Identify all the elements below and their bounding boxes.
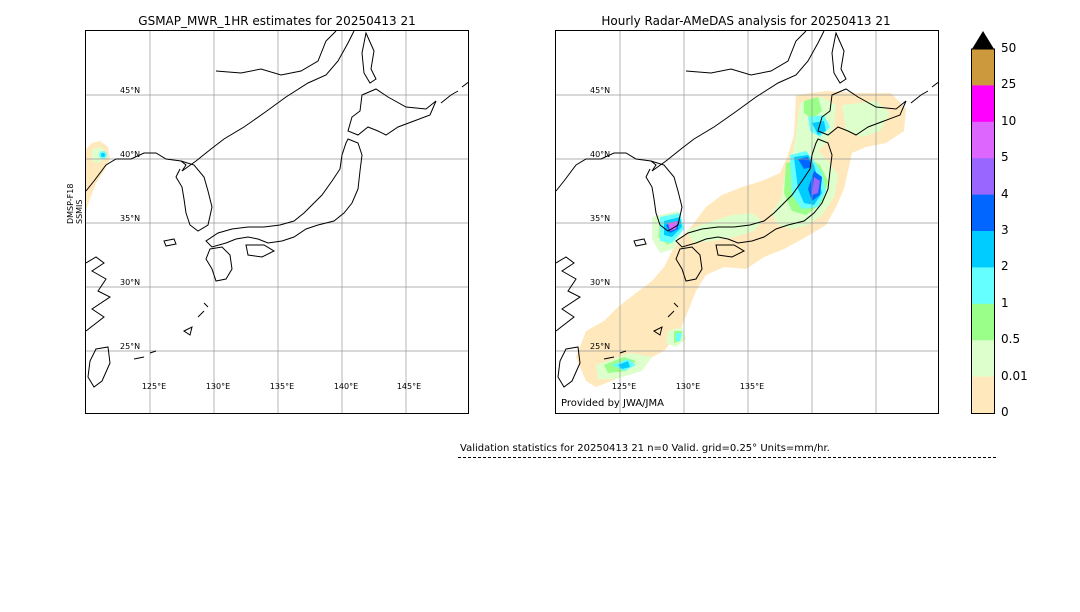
colorbar-tick-label: 0 xyxy=(1001,405,1009,419)
satellite-label: DMSP-F18 SSMIS xyxy=(66,184,84,224)
colorbar-segment xyxy=(971,121,995,159)
left-lon-label-125: 125°E xyxy=(141,382,167,391)
right-lat-label-25: 25°N xyxy=(590,342,611,351)
colorbar-segment xyxy=(971,85,995,123)
colorbar-tick-label: 10 xyxy=(1001,113,1017,128)
colorbar-segment xyxy=(971,303,995,341)
colorbar-outline xyxy=(971,48,995,414)
left-lat-label-40: 40°N xyxy=(120,150,141,159)
colorbar-extend-arrow xyxy=(972,31,994,49)
satellite-name: DMSP-F18 xyxy=(66,183,75,224)
left-coastlines xyxy=(86,31,468,388)
colorbar-tick-label: 1 xyxy=(1001,295,1009,310)
left-lat-label-25: 25°N xyxy=(120,342,141,351)
left-panel-title: GSMAP_MWR_1HR estimates for 20250413 21 xyxy=(138,14,416,28)
colorbar-tick-label: 25 xyxy=(1001,77,1017,92)
colorbar-segment xyxy=(971,49,995,86)
right-lon-label-135: 135°E xyxy=(739,382,765,391)
colorbar xyxy=(971,31,995,414)
right-coastlines xyxy=(556,31,938,388)
right-map-panel: 45°N 40°N 35°N 30°N 25°N 125°E 130°E 135… xyxy=(555,30,939,414)
left-lon-label-145: 145°E xyxy=(396,382,422,391)
right-precip-field xyxy=(576,91,906,387)
colorbar-segment xyxy=(971,376,995,414)
colorbar-tick-label: 3 xyxy=(1001,223,1009,237)
right-panel-title: Hourly Radar-AMeDAS analysis for 2025041… xyxy=(601,14,891,28)
colorbar-segment xyxy=(971,231,995,268)
colorbar-segment xyxy=(971,340,995,377)
validation-stats: Validation statistics for 20250413 21 n=… xyxy=(460,443,830,454)
colorbar-tick-label: 0.5 xyxy=(1001,332,1021,347)
left-lon-label-130: 130°E xyxy=(205,382,231,391)
colorbar-tick-label: 5 xyxy=(1001,150,1009,165)
data-credit: Provided by JWA/JMA xyxy=(561,398,664,409)
left-lat-label-45: 45°N xyxy=(120,86,141,95)
right-lon-label-125: 125°E xyxy=(611,382,637,391)
right-lat-label-45: 45°N xyxy=(590,86,611,95)
left-lon-label-140: 140°E xyxy=(333,382,359,391)
right-lat-label-35: 35°N xyxy=(590,214,611,223)
colorbar-tick-label: 4 xyxy=(1001,186,1009,201)
colorbar-segment xyxy=(971,194,995,232)
colorbar-tick-label: 2 xyxy=(1001,259,1009,274)
right-map-svg xyxy=(556,31,938,413)
left-gridlines xyxy=(86,31,468,413)
right-lon-label-130: 130°E xyxy=(675,382,701,391)
colorbar-segment xyxy=(971,267,995,305)
left-map-panel: 45°N 40°N 35°N 30°N 25°N 125°E 130°E 135… xyxy=(85,30,469,414)
right-lat-label-40: 40°N xyxy=(590,150,611,159)
colorbar-segments xyxy=(971,49,995,414)
colorbar-segment xyxy=(971,158,995,195)
left-map-svg xyxy=(86,31,468,413)
left-lon-label-135: 135°E xyxy=(269,382,295,391)
left-lat-label-30: 30°N xyxy=(120,278,141,287)
stats-divider xyxy=(458,457,996,458)
right-lat-label-30: 30°N xyxy=(590,278,611,287)
right-gridlines xyxy=(556,31,938,413)
left-lat-label-35: 35°N xyxy=(120,214,141,223)
colorbar-tick-label: 0.01 xyxy=(1001,368,1028,383)
colorbar-tick-label: 50 xyxy=(1001,41,1017,55)
sensor-name: SSMIS xyxy=(75,199,84,225)
